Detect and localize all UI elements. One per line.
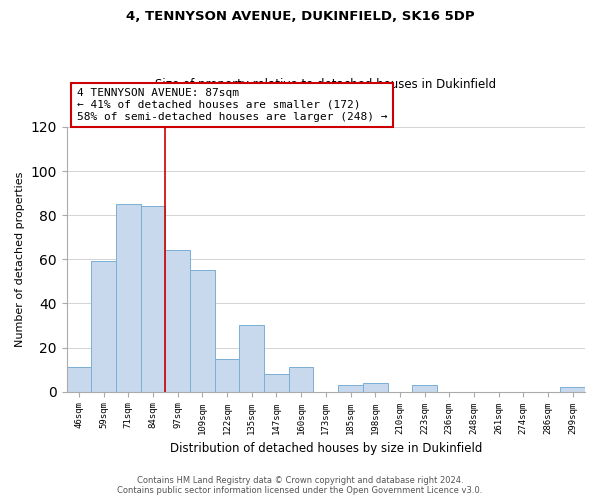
- Bar: [141, 206, 166, 392]
- Bar: [166, 250, 190, 392]
- Y-axis label: Number of detached properties: Number of detached properties: [15, 172, 25, 347]
- Bar: [560, 388, 585, 392]
- Bar: [289, 368, 313, 392]
- X-axis label: Distribution of detached houses by size in Dukinfield: Distribution of detached houses by size …: [170, 442, 482, 455]
- Bar: [239, 326, 264, 392]
- Bar: [190, 270, 215, 392]
- Title: Size of property relative to detached houses in Dukinfield: Size of property relative to detached ho…: [155, 78, 496, 91]
- Bar: [116, 204, 141, 392]
- Bar: [338, 385, 363, 392]
- Bar: [412, 385, 437, 392]
- Text: 4, TENNYSON AVENUE, DUKINFIELD, SK16 5DP: 4, TENNYSON AVENUE, DUKINFIELD, SK16 5DP: [125, 10, 475, 23]
- Bar: [264, 374, 289, 392]
- Bar: [67, 368, 91, 392]
- Bar: [215, 358, 239, 392]
- Bar: [91, 262, 116, 392]
- Text: 4 TENNYSON AVENUE: 87sqm
← 41% of detached houses are smaller (172)
58% of semi-: 4 TENNYSON AVENUE: 87sqm ← 41% of detach…: [77, 88, 388, 122]
- Text: Contains HM Land Registry data © Crown copyright and database right 2024.
Contai: Contains HM Land Registry data © Crown c…: [118, 476, 482, 495]
- Bar: [363, 383, 388, 392]
